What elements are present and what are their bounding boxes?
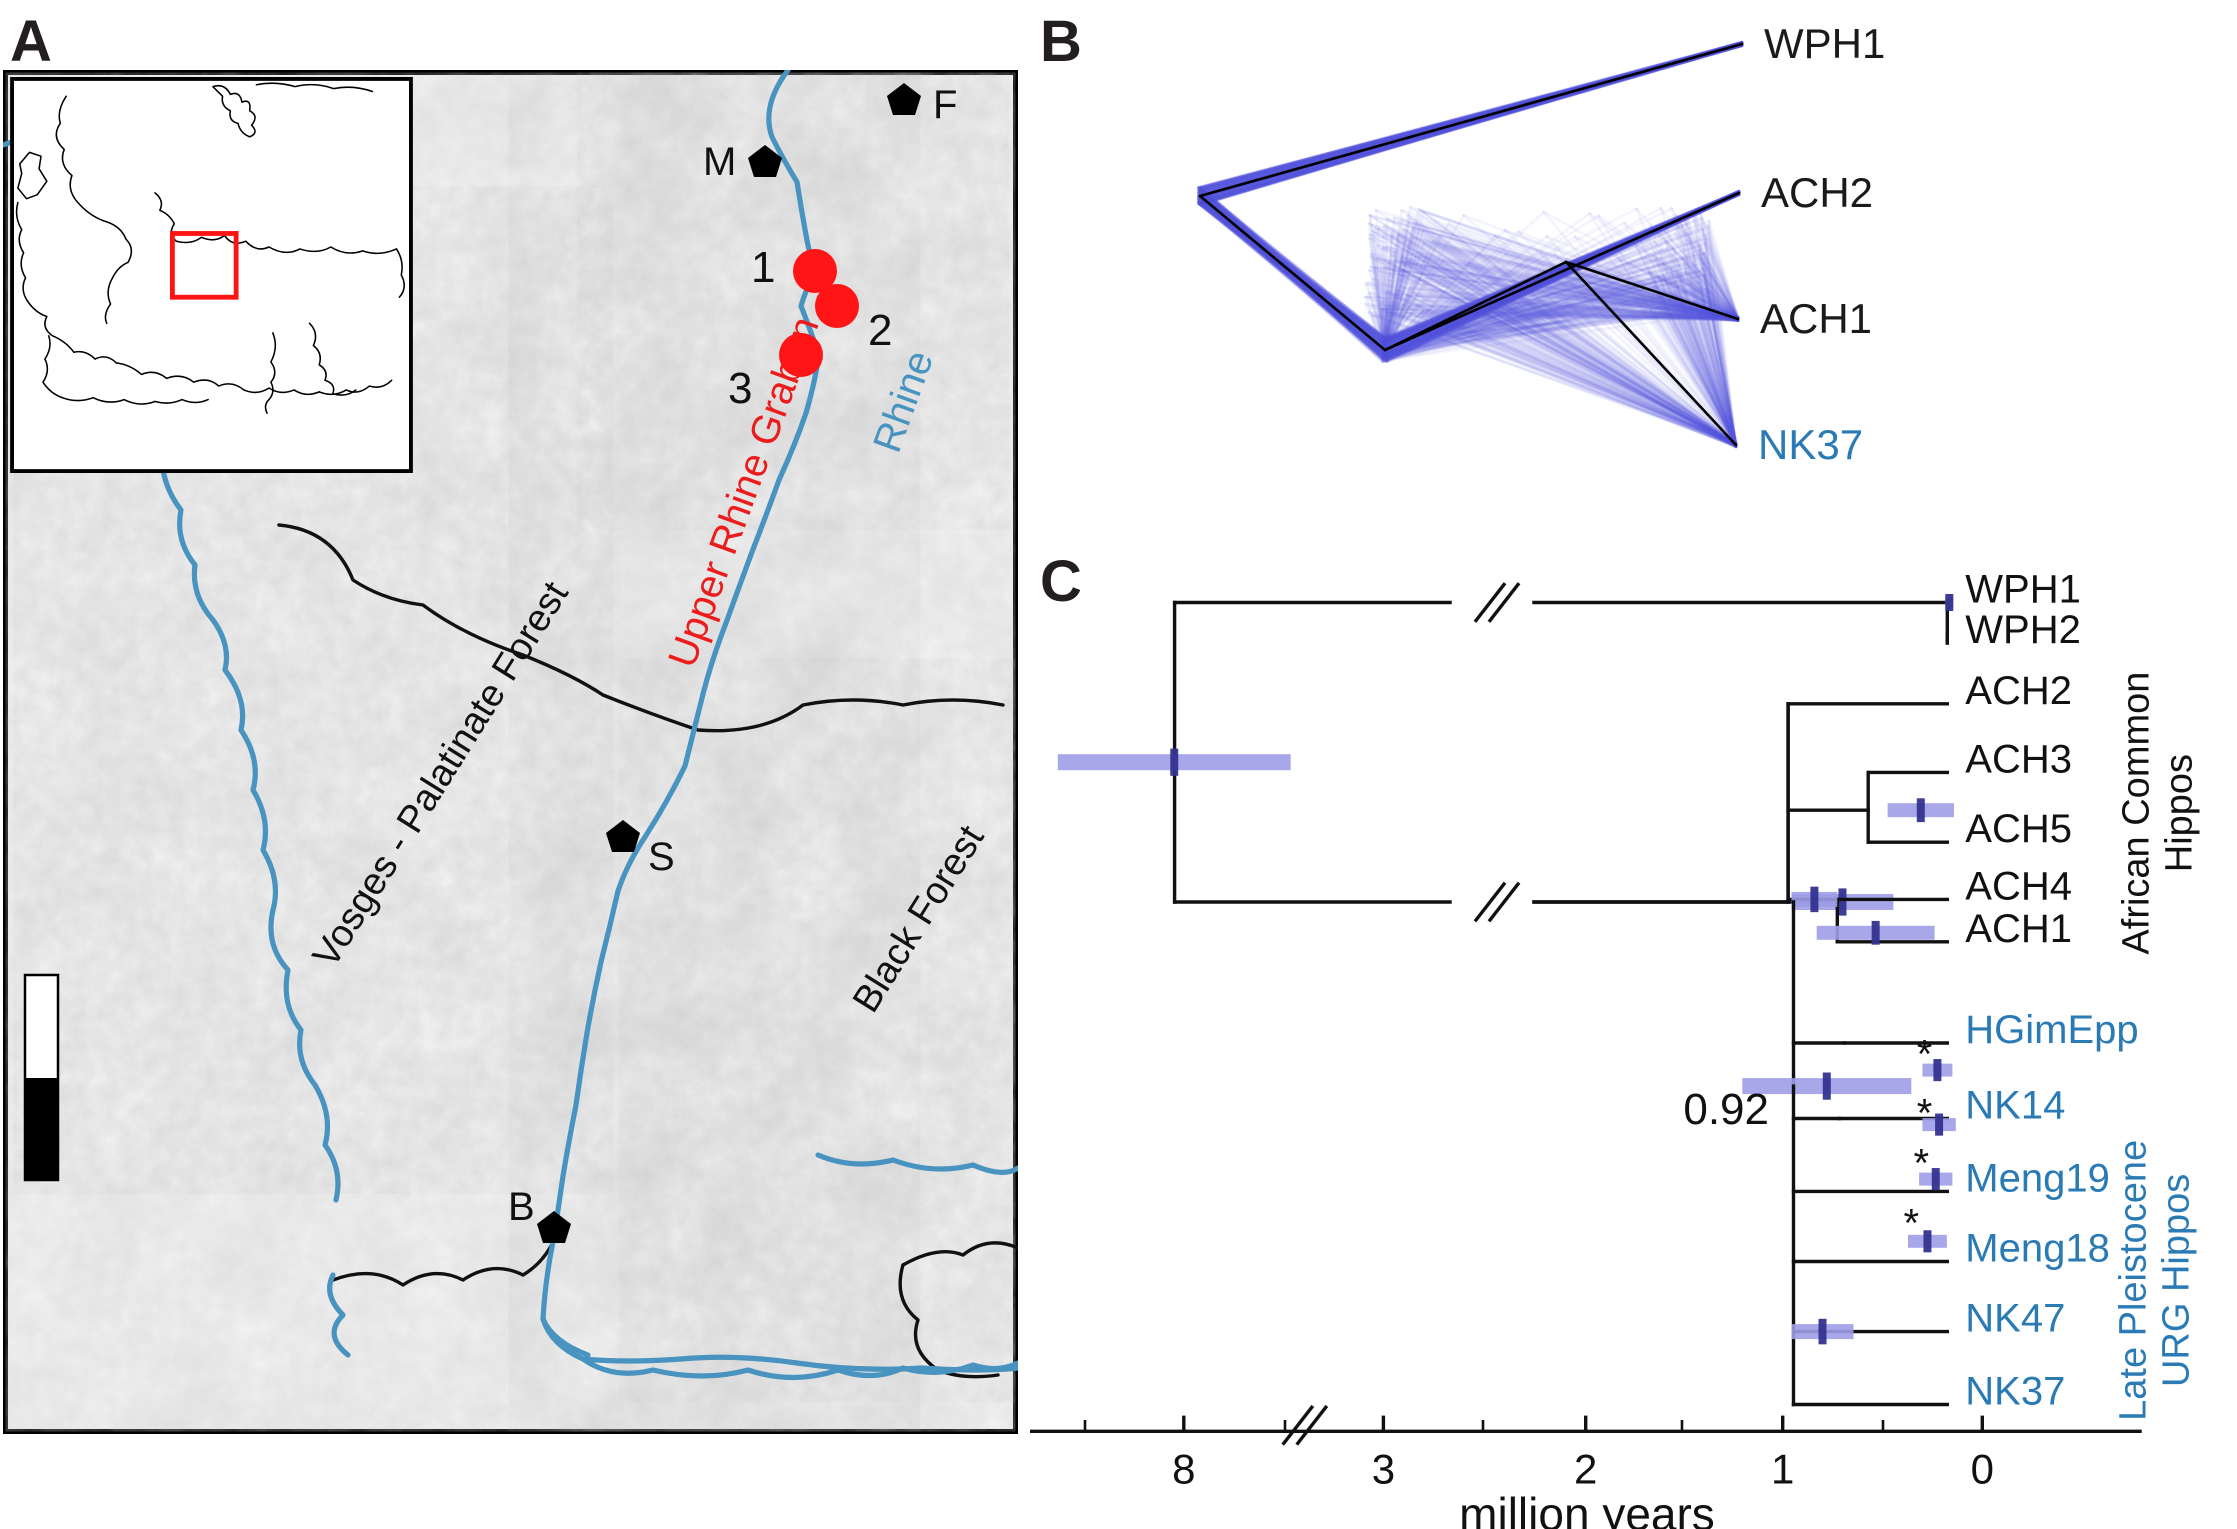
svg-text:Late Pleistocene: Late Pleistocene [2113,1140,2155,1421]
svg-text:F: F [933,83,957,127]
svg-text:Meng18: Meng18 [1965,1227,2110,1271]
svg-text:NK37: NK37 [1758,421,1863,468]
svg-text:HGimEpp: HGimEpp [1965,1008,2138,1052]
svg-text:B: B [508,1185,535,1229]
svg-text:ACH1: ACH1 [1965,907,2072,951]
svg-text:ACH4: ACH4 [1965,864,2072,908]
svg-text:0.92: 0.92 [1683,1085,1769,1134]
svg-text:M: M [703,140,736,184]
svg-text:2: 2 [868,306,892,355]
svg-text:ACH2: ACH2 [1761,169,1873,216]
svg-text:NK37: NK37 [1965,1370,2065,1414]
svg-text:ACH2: ACH2 [1965,669,2072,713]
svg-text:1: 1 [751,243,775,292]
svg-text:0: 0 [1971,1445,1994,1492]
svg-text:ACH3: ACH3 [1965,737,2072,781]
svg-text:NK14: NK14 [1965,1084,2065,1128]
svg-text:Meng19: Meng19 [1965,1156,2110,1200]
svg-text:8: 8 [1172,1445,1195,1492]
svg-text:African Common: African Common [2116,672,2158,955]
svg-text:URG Hippos: URG Hippos [2155,1174,2197,1387]
svg-text:million years: million years [1459,1488,1715,1529]
svg-text:WPH1: WPH1 [1764,20,1885,67]
svg-text:WPH2: WPH2 [1965,608,2081,652]
svg-text:NK47: NK47 [1965,1297,2065,1341]
svg-text:S: S [648,835,675,879]
svg-text:1: 1 [1771,1445,1794,1492]
svg-text:Hippos: Hippos [2158,754,2200,872]
svg-text:ACH1: ACH1 [1760,295,1872,342]
svg-text:2: 2 [1574,1445,1597,1492]
svg-text:3: 3 [728,364,752,413]
svg-text:ACH5: ACH5 [1965,807,2072,851]
svg-text:WPH1: WPH1 [1965,568,2081,612]
svg-text:3: 3 [1372,1445,1395,1492]
